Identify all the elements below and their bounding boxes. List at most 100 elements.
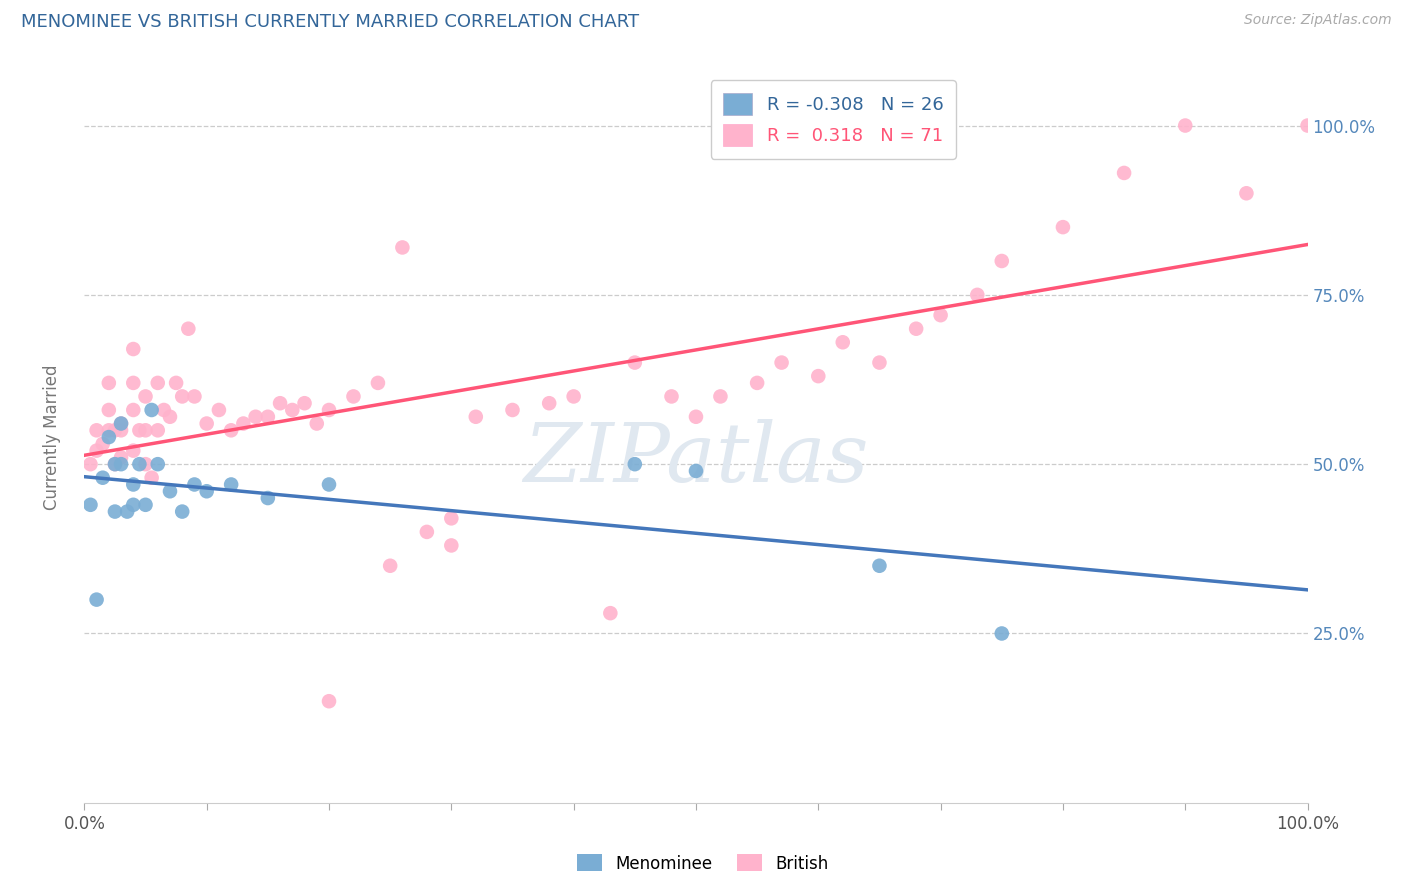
Point [966, 288, 988, 302]
Point [110, 423, 132, 437]
Point [562, 389, 585, 403]
Point [110, 450, 132, 465]
Point [183, 389, 205, 403]
Point [146, 423, 169, 437]
Point [135, 457, 157, 471]
Y-axis label: Currently Married: Currently Married [42, 364, 60, 510]
Point [219, 423, 242, 437]
Point [991, 254, 1014, 268]
Point [807, 369, 830, 384]
Point [86, 423, 108, 437]
Point [97, 376, 120, 390]
Point [219, 477, 242, 491]
Point [128, 423, 150, 437]
Point [195, 484, 218, 499]
Legend: R = -0.308   N = 26, R =  0.318   N = 71: R = -0.308 N = 26, R = 0.318 N = 71 [710, 80, 956, 159]
Point [165, 376, 187, 390]
Point [440, 538, 463, 552]
Point [146, 457, 169, 471]
Point [869, 355, 891, 369]
Point [391, 240, 413, 254]
Point [79, 498, 101, 512]
Point [159, 409, 181, 424]
Point [122, 403, 145, 417]
Point [104, 457, 127, 471]
Point [257, 491, 280, 505]
Point [122, 376, 145, 390]
Point [257, 409, 280, 424]
Point [97, 403, 120, 417]
Point [661, 389, 683, 403]
Point [440, 511, 463, 525]
Point [1114, 166, 1136, 180]
Point [195, 417, 218, 431]
Point [342, 389, 364, 403]
Point [135, 423, 157, 437]
Point [770, 355, 793, 369]
Point [502, 403, 524, 417]
Point [232, 417, 254, 431]
Point [122, 443, 145, 458]
Point [685, 464, 707, 478]
Point [97, 423, 120, 437]
Text: ZIPatlas: ZIPatlas [523, 419, 869, 499]
Point [1236, 186, 1258, 201]
Point [685, 409, 707, 424]
Point [709, 389, 731, 403]
Point [380, 558, 402, 573]
Point [141, 471, 163, 485]
Legend: Menominee, British: Menominee, British [571, 847, 835, 880]
Point [1296, 119, 1319, 133]
Point [79, 457, 101, 471]
Point [110, 417, 132, 431]
Point [305, 417, 328, 431]
Point [624, 355, 647, 369]
Point [122, 342, 145, 356]
Point [245, 409, 267, 424]
Point [104, 457, 127, 471]
Point [538, 396, 561, 410]
Point [135, 389, 157, 403]
Point [869, 558, 891, 573]
Point [110, 417, 132, 431]
Point [128, 457, 150, 471]
Point [929, 308, 952, 322]
Point [141, 403, 163, 417]
Point [1052, 220, 1074, 235]
Text: Source: ZipAtlas.com: Source: ZipAtlas.com [1244, 13, 1392, 28]
Point [172, 389, 194, 403]
Point [146, 376, 169, 390]
Point [183, 477, 205, 491]
Point [172, 505, 194, 519]
Point [318, 477, 340, 491]
Point [281, 403, 304, 417]
Point [747, 376, 769, 390]
Text: MENOMINEE VS BRITISH CURRENTLY MARRIED CORRELATION CHART: MENOMINEE VS BRITISH CURRENTLY MARRIED C… [21, 13, 640, 31]
Point [991, 626, 1014, 640]
Point [104, 423, 127, 437]
Point [831, 335, 853, 350]
Point [599, 606, 621, 620]
Point [115, 505, 138, 519]
Point [86, 592, 108, 607]
Point [367, 376, 389, 390]
Point [464, 409, 486, 424]
Point [86, 443, 108, 458]
Point [153, 403, 176, 417]
Point [97, 430, 120, 444]
Point [318, 694, 340, 708]
Point [122, 498, 145, 512]
Point [159, 484, 181, 499]
Point [624, 457, 647, 471]
Point [135, 498, 157, 512]
Point [294, 396, 316, 410]
Point [208, 403, 231, 417]
Point [91, 471, 114, 485]
Point [122, 477, 145, 491]
Point [269, 396, 291, 410]
Point [91, 437, 114, 451]
Point [177, 322, 200, 336]
Point [318, 403, 340, 417]
Point [104, 505, 127, 519]
Point [416, 524, 439, 539]
